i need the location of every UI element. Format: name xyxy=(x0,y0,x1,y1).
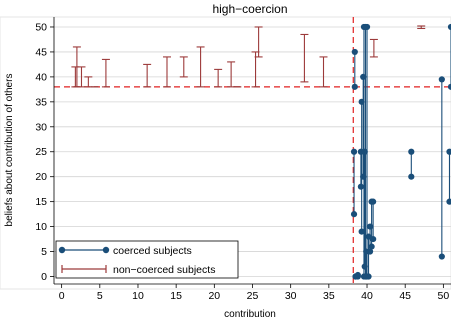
y-tick-label: 5 xyxy=(41,246,47,258)
range-dot-low xyxy=(438,253,445,260)
y-axis-ticks: 0 5 10 15 20 25 30 35 40 45 50 xyxy=(35,21,54,283)
range-dot-high xyxy=(366,223,374,230)
range-dot-high xyxy=(354,271,361,279)
legend-key-coerced xyxy=(58,246,110,254)
y-tick-label: 25 xyxy=(35,146,47,158)
range-bar xyxy=(254,26,263,58)
range-dot-pair xyxy=(350,148,358,218)
x-tick-label: 30 xyxy=(285,290,297,302)
x-tick-label: 35 xyxy=(323,290,335,302)
x-tick-label: 50 xyxy=(438,290,450,302)
range-bar xyxy=(214,68,223,88)
legend-box xyxy=(55,240,239,279)
range-dot-pair xyxy=(370,198,377,243)
x-tick-label: 20 xyxy=(208,290,220,302)
range-dot-pair xyxy=(438,76,445,260)
range-dot-low xyxy=(357,183,365,190)
x-tick-label: 40 xyxy=(361,290,373,302)
range-dot-high xyxy=(363,23,371,31)
range-dot-low xyxy=(350,211,358,218)
range-dot-high xyxy=(351,48,358,56)
legend-key-non-coerced xyxy=(61,265,107,273)
range-dot-pair xyxy=(408,148,415,180)
gridlines xyxy=(54,26,451,277)
range-dot-high xyxy=(360,73,367,80)
non-coerced-series xyxy=(71,25,426,88)
x-tick-label: 0 xyxy=(59,290,65,302)
range-dot-low xyxy=(365,273,372,280)
range-bar xyxy=(196,46,205,88)
range-dot-pair xyxy=(446,148,451,205)
y-tick-label: 50 xyxy=(35,21,47,33)
range-dot-high xyxy=(408,148,415,155)
range-dot-pair xyxy=(447,23,451,90)
y-tick-label: 0 xyxy=(41,271,47,283)
range-bar xyxy=(143,63,152,88)
x-tick-label: 15 xyxy=(170,290,182,302)
x-tick-label: 5 xyxy=(97,290,103,302)
range-bar xyxy=(77,66,86,88)
range-dot-pair xyxy=(354,271,361,280)
coerced-series xyxy=(350,23,451,280)
y-tick-label: 30 xyxy=(35,121,47,133)
range-dot-low xyxy=(368,243,375,250)
range-bar xyxy=(417,25,426,30)
range-dot-high xyxy=(438,76,445,83)
range-dot-low xyxy=(446,198,451,205)
x-axis-label: contribution xyxy=(224,309,276,320)
x-tick-label: 10 xyxy=(132,290,144,302)
range-dot-low xyxy=(366,248,374,255)
range-dot-low xyxy=(370,235,377,243)
y-tick-label: 35 xyxy=(35,96,47,108)
range-dot-high xyxy=(350,148,358,155)
range-dot-low xyxy=(408,173,415,180)
legend-label-non-coerced: non−coerced subjects xyxy=(113,264,215,276)
legend-label-coerced: coerced subjects xyxy=(113,245,192,257)
legend: coerced subjects non−coerced subjects xyxy=(55,240,239,279)
range-dot-high xyxy=(370,198,377,205)
range-bar xyxy=(319,56,328,88)
chart-title: high−coercion xyxy=(212,2,287,16)
range-bar xyxy=(101,58,110,88)
range-bar xyxy=(300,33,309,83)
y-tick-label: 45 xyxy=(35,46,47,58)
y-axis-label: beliefs about contribution of others xyxy=(4,74,15,227)
x-axis-ticks: 0 5 10 15 20 25 30 35 40 45 50 xyxy=(59,284,450,302)
range-dot-high xyxy=(447,23,451,31)
y-tick-label: 15 xyxy=(35,196,47,208)
range-dot-low xyxy=(447,83,451,90)
y-tick-label: 10 xyxy=(35,221,47,233)
y-tick-label: 20 xyxy=(35,171,47,183)
x-tick-label: 45 xyxy=(399,290,411,302)
range-bar xyxy=(162,56,171,88)
range-bar xyxy=(369,38,378,58)
y-tick-label: 40 xyxy=(35,71,47,83)
range-dot-low xyxy=(351,83,358,90)
x-tick-label: 25 xyxy=(247,290,259,302)
range-dot-low xyxy=(358,228,365,235)
range-dot-high xyxy=(361,148,368,155)
range-dot-high xyxy=(446,148,451,155)
range-bar xyxy=(179,56,188,78)
range-dot-pair xyxy=(351,48,358,90)
